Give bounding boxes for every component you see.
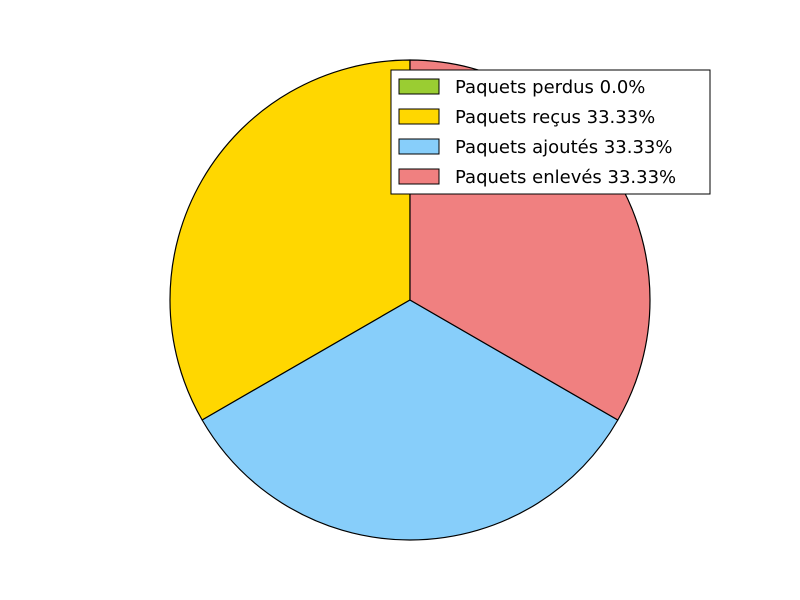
- legend-swatch-paquets-enleves: [398, 168, 440, 185]
- legend: Paquets perdus 0.0% Paquets reçus 33.33% P…: [390, 69, 711, 195]
- pie-slice-paquets-recus: [169, 59, 411, 421]
- legend-frame: [390, 69, 711, 195]
- legend-swatch-paquets-perdus: [398, 78, 440, 95]
- legend-label-paquets-ajoutes: Paquets ajoutés 33.33%: [455, 137, 672, 158]
- pie-slice-paquets-ajoutes: [201, 299, 619, 541]
- legend-label-paquets-enleves: Paquets enlevés 33.33%: [455, 167, 676, 188]
- legend-label-paquets-perdus: Paquets perdus 0.0%: [455, 77, 645, 98]
- legend-label-paquets-recus: Paquets reçus 33.33%: [455, 107, 655, 128]
- legend-swatch-paquets-recus: [398, 108, 440, 125]
- legend-swatch-paquets-ajoutes: [398, 138, 440, 155]
